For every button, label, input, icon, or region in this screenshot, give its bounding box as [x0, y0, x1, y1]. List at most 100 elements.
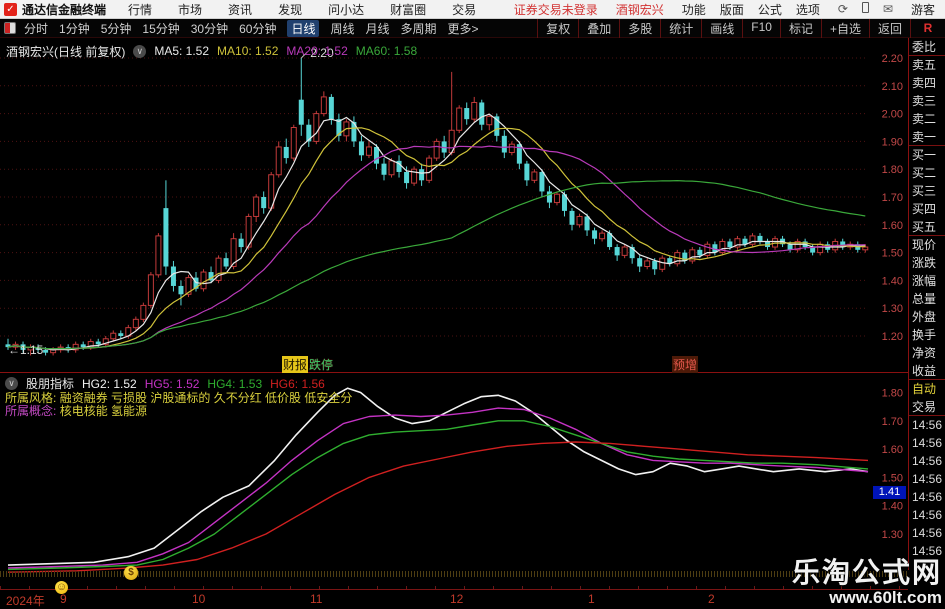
period-tab-0[interactable]: 分时	[24, 21, 49, 36]
menu-item-2[interactable]: 资讯	[228, 2, 253, 17]
tool-button-2[interactable]: 多股	[619, 18, 660, 38]
period-tab-5[interactable]: 60分钟	[239, 21, 277, 36]
tool-button-8[interactable]: 返回	[868, 18, 911, 38]
period-tab-3[interactable]: 15分钟	[142, 21, 180, 36]
tool-button-6[interactable]: 标记	[779, 18, 821, 38]
sidebar-tab-0[interactable]: 自动	[912, 382, 937, 396]
tool-button-0[interactable]: 复权	[537, 18, 578, 38]
titlebar-right: 证券交易未登录 酒钢宏兴 功能 版面 公式 选项 ⟳ ✉ 游客	[514, 1, 945, 18]
period-tab-1[interactable]: 1分钟	[59, 21, 90, 36]
period-tab-10[interactable]: 更多>	[447, 21, 479, 36]
indicator-chart[interactable]: 1.80 1.70 1.60 1.50 1.40 1.30	[0, 384, 908, 574]
chevron-down-icon[interactable]: ∨	[5, 377, 18, 390]
tick-time-3[interactable]: 14:56	[912, 472, 943, 486]
current-stock-label[interactable]: 酒钢宏兴	[615, 2, 664, 17]
sidebar-row-17[interactable]: 净资	[912, 346, 937, 360]
sidebar-row-4[interactable]: 卖二	[912, 112, 937, 126]
ma-legend-item-2: MA20: 1.52	[286, 44, 348, 58]
refresh-icon[interactable]: ⟳	[837, 2, 848, 16]
sidebar-row-2[interactable]: 卖四	[912, 76, 937, 90]
chart-title[interactable]: 酒钢宏兴(日线 前复权)	[6, 44, 126, 59]
svg-text:1.40: 1.40	[882, 501, 903, 513]
svg-text:1.70: 1.70	[882, 192, 903, 204]
x-axis-line	[0, 589, 908, 590]
r-flag[interactable]: R	[923, 21, 933, 35]
tick-time-7[interactable]: 14:56	[912, 544, 943, 558]
ma-legend: MA5: 1.52 MA10: 1.52 MA20: 1.52 MA60: 1.58	[154, 44, 425, 58]
tick-time-5[interactable]: 14:56	[912, 508, 943, 522]
tool-button-4[interactable]: 画线	[701, 18, 742, 38]
user-label[interactable]: 游客	[910, 2, 935, 17]
tool-button-3[interactable]: 统计	[660, 18, 701, 38]
sidebar-row-8[interactable]: 买三	[912, 184, 937, 198]
sidebar-row-1[interactable]: 卖五	[912, 58, 937, 72]
tool-button-5[interactable]: F10	[742, 18, 780, 38]
menu-item-3[interactable]: 发现	[278, 2, 303, 17]
moneybag-marker-icon[interactable]: $	[124, 566, 138, 580]
event-badge-1[interactable]: 跌停	[309, 358, 334, 372]
svg-text:1.40: 1.40	[882, 275, 903, 287]
tick-time-4[interactable]: 14:56	[912, 490, 943, 504]
menu-item-4[interactable]: 问小达	[328, 2, 365, 17]
svg-text:1.80: 1.80	[882, 387, 903, 399]
concept-values: 核电核能 氢能源	[59, 404, 148, 418]
sidebar-tab-1[interactable]: 交易	[909, 398, 945, 416]
tick-time-6[interactable]: 14:56	[912, 526, 943, 540]
sidebar-row-10[interactable]: 买五	[909, 218, 945, 236]
svg-text:1.80: 1.80	[882, 164, 903, 176]
sidebar-row-7[interactable]: 买二	[912, 166, 937, 180]
event-badge-0[interactable]: 财报	[282, 356, 309, 373]
indicator-header: ∨ 股朋指标 HG2: 1.52 HG5: 1.52 HG4: 1.53 HG6: 1…	[5, 375, 333, 392]
svg-text:1.90: 1.90	[882, 136, 903, 148]
login-status[interactable]: 证券交易未登录	[513, 2, 598, 17]
titlebar-menu-item-2[interactable]: 公式	[757, 2, 782, 17]
menu-item-6[interactable]: 交易	[452, 2, 477, 17]
menu-item-0[interactable]: 行情	[128, 2, 153, 17]
watermark-url: www.60lt.com	[829, 588, 942, 607]
sidebar-row-18[interactable]: 收益	[909, 362, 945, 380]
sidebar-row-16[interactable]: 换手	[912, 328, 937, 342]
indicator-title[interactable]: 股朋指标	[26, 377, 75, 391]
period-tab-7[interactable]: 周线	[330, 21, 355, 36]
tick-time-1[interactable]: 14:56	[912, 436, 943, 450]
x-axis-label-0: 2024年	[6, 594, 45, 608]
sidebar-row-0[interactable]: 委比	[909, 38, 945, 56]
chart-tool-buttons: 复权 叠加 多股 统计 画线 F10 标记 +自选 返回	[537, 18, 911, 38]
tool-button-1[interactable]: 叠加	[578, 18, 619, 38]
event-badge-2[interactable]: 预增	[672, 356, 699, 373]
sidebar-row-6[interactable]: 买一	[912, 148, 937, 162]
period-tab-8[interactable]: 月线	[365, 21, 390, 36]
titlebar-menu-item-3[interactable]: 选项	[795, 2, 820, 17]
menu-item-5[interactable]: 财富圈	[390, 2, 427, 17]
period-tab-9[interactable]: 多周期	[400, 21, 437, 36]
period-view-icon[interactable]	[4, 22, 16, 34]
ma-legend-item-3: MA60: 1.58	[355, 44, 418, 58]
menu-item-1[interactable]: 市场	[178, 2, 203, 17]
sidebar-row-12[interactable]: 涨跌	[912, 256, 937, 270]
sidebar-row-9[interactable]: 买四	[912, 202, 937, 216]
app-title: 通达信金融终端	[22, 2, 107, 17]
period-tab-4[interactable]: 30分钟	[190, 21, 229, 36]
smiley-marker-icon[interactable]: ☺	[55, 581, 68, 594]
tool-button-7[interactable]: +自选	[820, 18, 869, 38]
style-label: 所属风格:	[5, 391, 57, 405]
sidebar-row-13[interactable]: 涨幅	[912, 274, 937, 288]
sidebar-row-15[interactable]: 外盘	[912, 310, 937, 324]
chevron-down-icon[interactable]: ∨	[133, 44, 147, 58]
sidebar-row-5[interactable]: 卖一	[909, 128, 945, 146]
mail-icon[interactable]: ✉	[882, 2, 893, 16]
candlestick-chart[interactable]: 2.20 2.10 2.00 1.90 1.80 1.70 1.60 1.50 1.40 1.30…	[0, 38, 908, 372]
mobile-icon[interactable]	[861, 2, 869, 13]
chart-header: 酒钢宏兴(日线 前复权) ∨ MA5: 1.52 MA10: 1.52 MA20: …	[6, 44, 425, 59]
sidebar-row-3[interactable]: 卖三	[912, 94, 937, 108]
app-logo-icon: ✓	[4, 2, 17, 16]
titlebar-menu-item-1[interactable]: 版面	[719, 2, 744, 17]
sidebar-row-11[interactable]: 现价	[912, 238, 937, 252]
tick-time-2[interactable]: 14:56	[912, 454, 943, 468]
titlebar-menu-item-0[interactable]: 功能	[681, 2, 706, 17]
period-tab-2[interactable]: 5分钟	[100, 21, 132, 36]
period-tab-6[interactable]: 日线	[287, 19, 320, 37]
tick-time-0[interactable]: 14:56	[912, 418, 943, 432]
concept-label: 所属概念:	[5, 404, 57, 418]
sidebar-row-14[interactable]: 总量	[912, 292, 937, 306]
